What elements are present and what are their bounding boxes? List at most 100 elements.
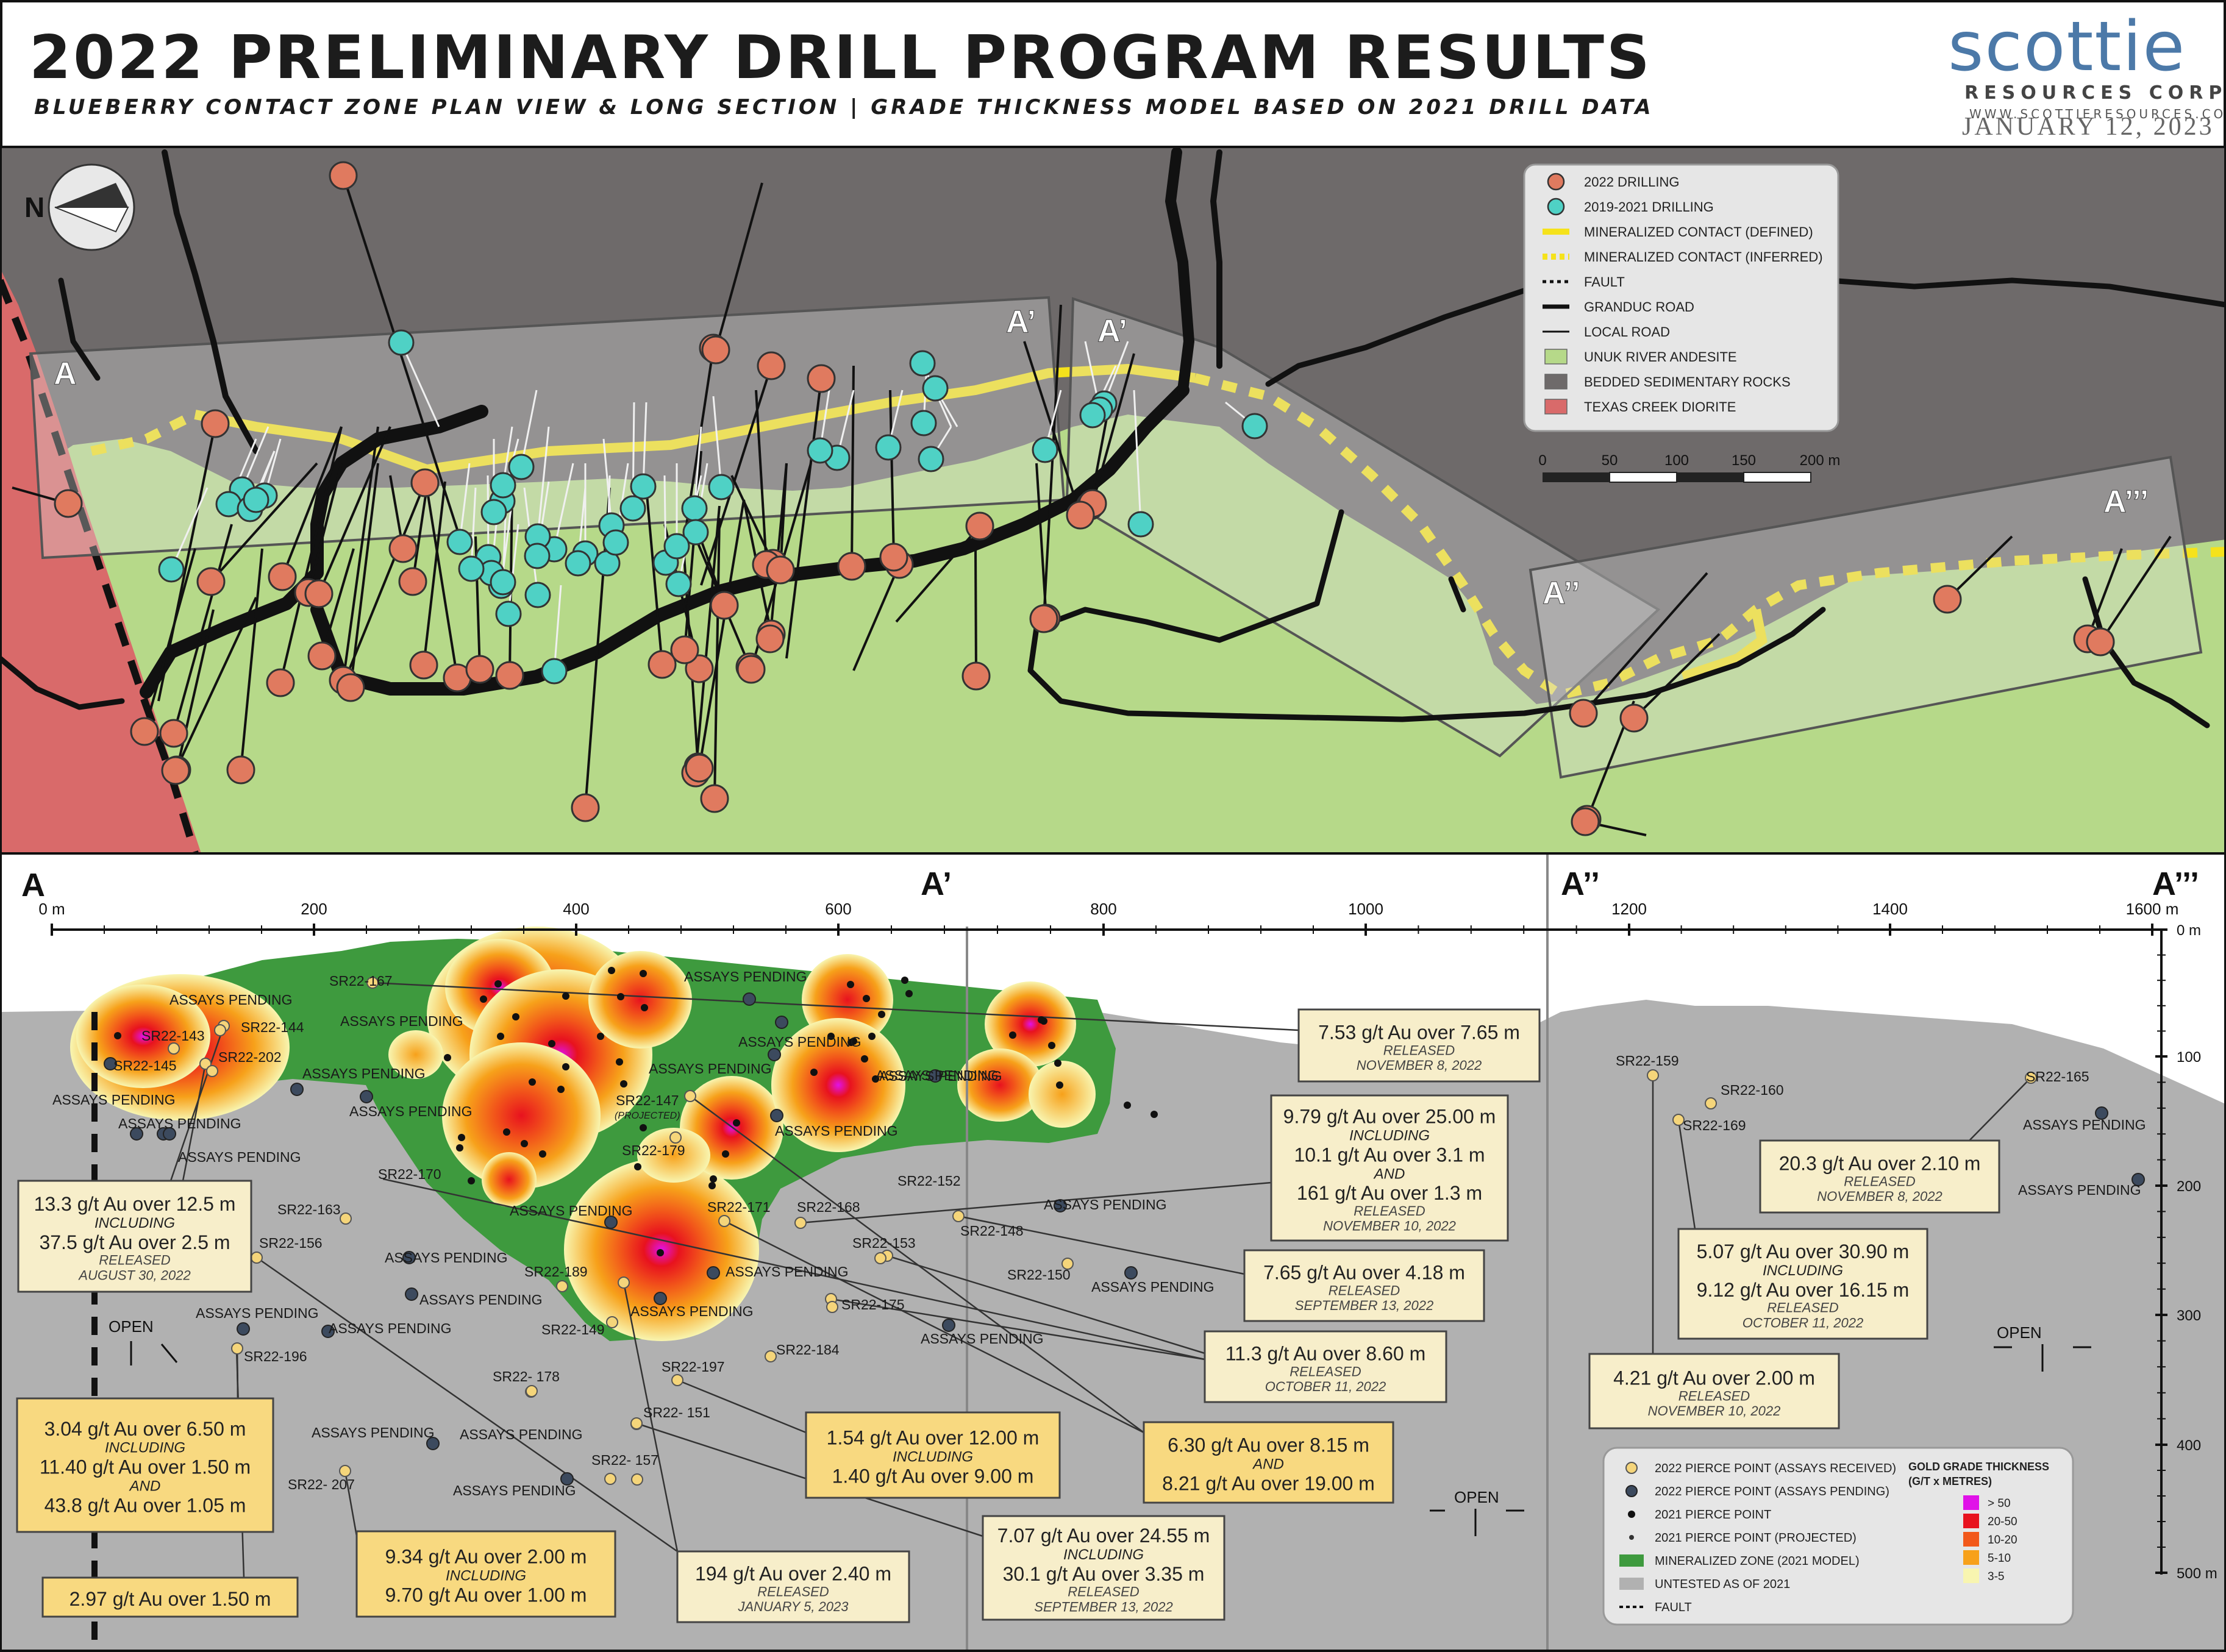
drill-collar-2019-2021-icon [630, 473, 657, 500]
pierce-point-pending-icon [405, 1287, 418, 1301]
leader-line [1969, 1077, 2032, 1141]
drill-collar-2019-2021-icon [524, 582, 551, 608]
grade-bin-label: 3-5 [1988, 1570, 2004, 1583]
callout-text: INCLUDING [105, 1440, 185, 1456]
pierce-point-pending-icon [929, 1069, 942, 1083]
drill-trace-2022 [1023, 341, 1082, 516]
hole-label: SR22-145 [113, 1058, 177, 1073]
plan-legend-label: MINERALIZED CONTACT (DEFINED) [1584, 224, 1813, 240]
assays-pending-label: ASSAYS PENDING [52, 1092, 176, 1108]
plan-legend-label: FAULT [1584, 274, 1625, 290]
open-arrow-icon [130, 1341, 2091, 1536]
callout-text: INCLUDING [1063, 1547, 1144, 1563]
callout-text: 37.5 g/t Au over 2.5 m [39, 1231, 230, 1253]
section-legend-row: FAULT [1619, 1601, 1692, 1614]
drill-trace-2022 [307, 463, 343, 593]
hole-label: SR22-167 [329, 973, 393, 989]
drill-collar-2019-2021-icon [158, 556, 185, 583]
drill-2022-icon [1547, 173, 1565, 191]
drill-collar-2022-icon [130, 717, 159, 746]
pierce-point-2021-icon [497, 1033, 504, 1040]
plan-legend-row: MINERALIZED CONTACT (INFERRED) [1543, 249, 1823, 265]
pierce-point-pending-icon [360, 1090, 373, 1103]
assays-pending-label: ASSAYS PENDING [510, 1203, 633, 1219]
company-logo: scottie [1948, 7, 2186, 87]
open-label-1: OPEN [109, 1317, 154, 1336]
drill-collar-2022-icon [266, 668, 295, 697]
leader-line [690, 1095, 1144, 1434]
pierce-point-2021-icon [861, 1055, 868, 1063]
pierce-point-pending-icon [770, 1109, 783, 1122]
drill-collar-2022-icon [1571, 807, 1600, 836]
pierce-point-received-icon [606, 1316, 618, 1328]
pierce-point-received-icon [631, 1473, 643, 1486]
scale-label-150: 150 [1732, 452, 1756, 469]
pierce-point-received-icon [718, 1215, 730, 1227]
pierce-point-2021-icon [597, 1033, 604, 1040]
leader-line [1677, 1119, 1696, 1230]
open-label-3: OPEN [1454, 1488, 1499, 1506]
assay-callouts: 7.53 g/t Au over 7.65 mRELEASEDNOVEMBER … [16, 1008, 2000, 1623]
drill-collar-2022-icon [757, 351, 786, 380]
drill-collar-2019-2021-icon [508, 454, 535, 480]
drill-trace-2022 [698, 499, 745, 769]
scale-label-50: 50 [1602, 452, 1618, 469]
pierce-point-pending-icon [104, 1057, 117, 1070]
assays-pending-label: ASSAYS PENDING [312, 1425, 435, 1440]
pierce-point-pending-icon [130, 1127, 143, 1141]
hole-label: SR22- 207 [288, 1476, 355, 1492]
pierce-point-pending-icon [604, 1216, 618, 1229]
drill-collar-2022-icon [837, 552, 866, 581]
drill-collar-2022-icon [398, 567, 427, 596]
callout-text: 8.21 g/t Au over 19.00 m [1162, 1472, 1375, 1494]
pierce-point-pending-icon [1124, 1266, 1138, 1280]
plan-legend-label: LOCAL ROAD [1584, 324, 1670, 340]
hole-label: SR22-196 [244, 1348, 307, 1364]
pierce-point-pending-icon [321, 1325, 335, 1338]
drill-collar-2022-icon [409, 650, 438, 680]
y-tick-label: 0 m [2177, 922, 2201, 939]
callout-box [805, 1411, 1061, 1499]
callout-text: 9.12 g/t Au over 16.15 m [1697, 1279, 1910, 1301]
drill-collar-2022-icon [201, 409, 230, 438]
legend-received-icon [1625, 1462, 1638, 1474]
callout-text: OCTOBER 11, 2022 [1265, 1379, 1386, 1394]
callout-text: 3.04 g/t Au over 6.50 m [45, 1418, 246, 1440]
plan-legend-label: 2022 DRILLING [1584, 174, 1680, 190]
pierce-point-2021-icon [827, 1033, 835, 1040]
assays-pending-label: ASSAYS PENDING [2018, 1182, 2141, 1198]
legend-zone-swatch-icon [1619, 1554, 1644, 1567]
callout-box [1204, 1330, 1447, 1403]
pierce-point-2021-icon [562, 992, 569, 1000]
drill-trace-2022 [240, 548, 263, 771]
hole-label: SR22- 157 [591, 1452, 658, 1468]
pierce-point-2021-icon [722, 1150, 729, 1158]
callout-text: RELEASED [1329, 1283, 1400, 1298]
assays-pending-label: ASSAYS PENDING [1044, 1197, 1167, 1212]
diorite-swatch-icon [1544, 399, 1568, 415]
callout-box [1588, 1353, 1840, 1429]
hole-label: SR22-144 [241, 1019, 304, 1035]
drill-trace-2022 [173, 524, 233, 734]
drill-collar-2022-icon [1569, 699, 1598, 728]
drill-collar-2019-2021-icon [495, 600, 522, 627]
section-boxes [29, 296, 2203, 779]
drill-trace-2022 [143, 548, 196, 732]
pierce-point-2021-icon [512, 1013, 519, 1020]
pierce-point-received-icon [206, 1065, 218, 1077]
pierce-point-2021-icon [1009, 1031, 1016, 1039]
pierce-point-received-icon [874, 1252, 886, 1264]
pierce-point-2021-icon [1150, 1111, 1158, 1118]
page-title: 2022 PRELIMINARY DRILL PROGRAM RESULTS [29, 23, 1652, 93]
x-tick-label: 1600 m [2126, 900, 2179, 918]
pierce-point-received-icon [684, 1090, 696, 1102]
pierce-point-2021-icon [1124, 1102, 1131, 1109]
drill-collar-2022-icon [685, 753, 714, 783]
drill-collar-2019-2021-icon [215, 491, 242, 518]
x-axis: 0 m 200 400 600 800 1000 1200 1400 1600 m [38, 900, 2178, 936]
callout-box [41, 1576, 299, 1618]
callout-text: OCTOBER 11, 2022 [1743, 1315, 1864, 1330]
